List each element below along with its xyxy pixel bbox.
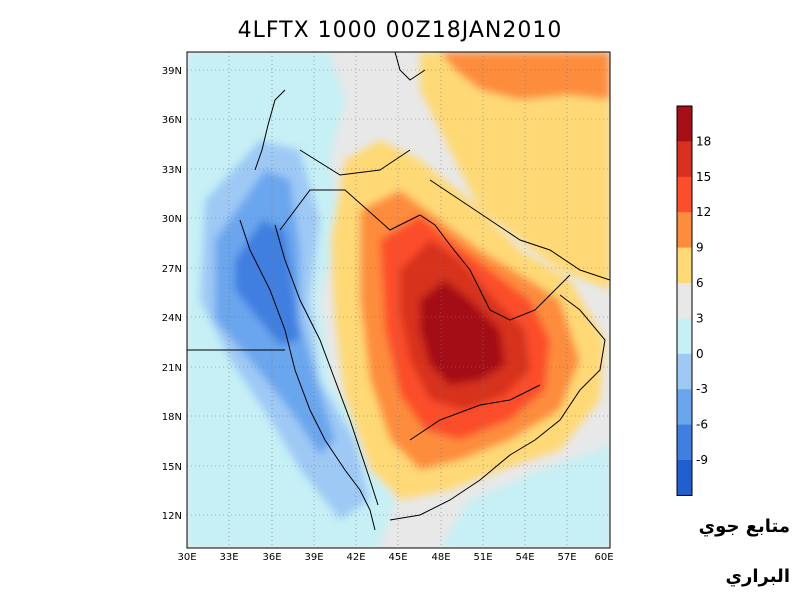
colorbar-swatch [677, 212, 692, 249]
lat-label: 39N [162, 66, 182, 77]
lat-label: 12N [162, 511, 182, 522]
lat-label: 18N [162, 412, 182, 423]
lon-label: 42E [346, 552, 365, 563]
colorbar-label: -6 [696, 418, 708, 432]
colorbar-label: 9 [696, 241, 704, 255]
colorbar-label: -9 [696, 453, 708, 467]
lat-label: 21N [162, 363, 182, 374]
lon-label: 36E [262, 552, 281, 563]
contour-darkred-arabia [420, 280, 505, 385]
oman-coast [389, 294, 606, 521]
colorbar-swatch [677, 460, 692, 496]
lat-label: 36N [162, 115, 182, 126]
signature-line1: متابع جوي [698, 516, 790, 537]
lat-label: 15N [162, 462, 182, 473]
colorbar-label: 12 [696, 205, 711, 219]
red-sea-west-coast [239, 219, 376, 531]
colorbar-swatch [677, 247, 692, 284]
contour-lightblue-east [440, 440, 610, 548]
border-syria-iraq [299, 149, 411, 176]
colorbar: 18 15 12 9 6 3 0 -3 -6 -9 [676, 105, 711, 496]
colorbar-label: -3 [696, 382, 708, 396]
colorbar-swatch [677, 141, 692, 178]
colorbar-swatch [677, 318, 692, 355]
colorbar-label: 15 [696, 170, 711, 184]
colorbar-frame [676, 105, 693, 496]
longitude-axis: 30E 33E 36E 39E 42E 45E 48E 51E 54E 57E … [177, 552, 613, 563]
colorbar-swatch [677, 176, 692, 213]
latitude-axis: 39N 36N 33N 30N 27N 24N 21N 18N 15N 12N [162, 66, 182, 522]
colorbar-swatch [677, 283, 692, 319]
lon-label: 51E [473, 552, 492, 563]
colorbar-swatch [677, 106, 692, 142]
colorbar-label: 3 [696, 311, 704, 325]
colorbar-label: 0 [696, 347, 704, 361]
lat-label: 33N [162, 165, 182, 176]
lon-label: 45E [388, 552, 407, 563]
red-sea-east-coast [274, 224, 379, 506]
lon-label: 33E [219, 552, 238, 563]
coastlines [187, 52, 610, 531]
colorbar-label: 18 [696, 134, 711, 148]
lon-label: 48E [431, 552, 450, 563]
border-saudi-yemen [409, 384, 541, 441]
graticule [187, 52, 610, 548]
border-jordan-iraq [279, 189, 421, 231]
colorbar-swatch [677, 424, 692, 461]
lat-label: 30N [162, 214, 182, 225]
lon-label: 57E [557, 552, 576, 563]
colorbar-swatch [677, 353, 692, 390]
levant-coast [254, 89, 286, 171]
lon-label: 54E [515, 552, 534, 563]
signature-line2: البراري [725, 566, 790, 587]
lon-label: 60E [594, 552, 613, 563]
lon-label: 39E [304, 552, 323, 563]
persian-gulf-coast [419, 214, 571, 321]
map-frame [186, 51, 611, 549]
colorbar-label: 6 [696, 276, 704, 290]
lat-label: 27N [162, 264, 182, 275]
iran-coast [429, 179, 610, 281]
lon-label: 30E [177, 552, 196, 563]
contour-deepblue-west [235, 220, 300, 345]
caspian-coast [394, 52, 426, 81]
lat-label: 24N [162, 313, 182, 324]
colorbar-swatch [677, 389, 692, 426]
map-title: 4LFTX 1000 00Z18JAN2010 [237, 18, 563, 43]
lifted-index-field [187, 52, 610, 548]
contour-yellow-northeast [420, 52, 610, 290]
